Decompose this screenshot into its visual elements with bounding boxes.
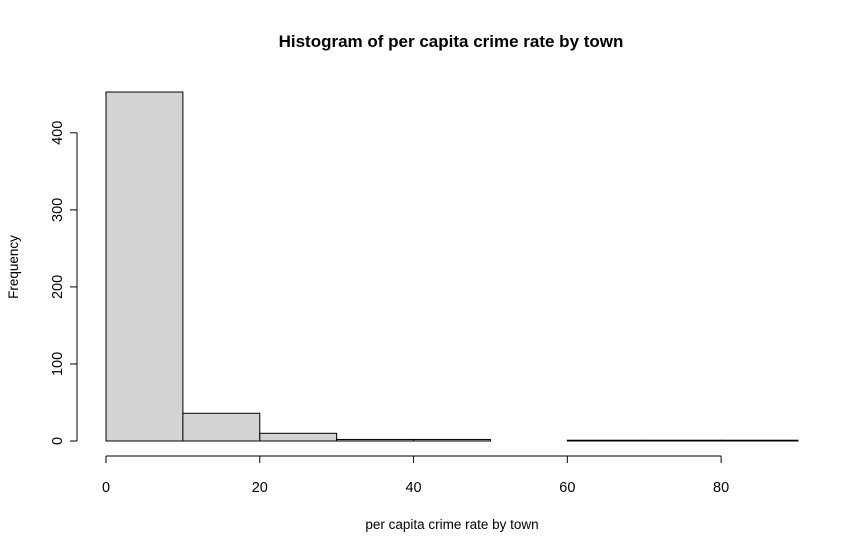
histogram-bar-0-10 xyxy=(105,91,184,442)
histogram-bar-70-80 xyxy=(643,439,722,442)
y-tick-label-200: 200 xyxy=(50,275,66,299)
histogram-bar-40-50 xyxy=(413,438,491,442)
x-tick-label-20: 20 xyxy=(252,480,268,496)
chart-title: Histogram of per capita crime rate by to… xyxy=(279,32,624,51)
y-axis-label: Frequency xyxy=(6,235,21,299)
x-axis-ticks: 0 20 40 60 80 xyxy=(102,456,729,496)
histogram-bar-60-70 xyxy=(566,439,645,442)
bars-group xyxy=(105,91,799,442)
x-tick-label-40: 40 xyxy=(405,480,421,496)
y-tick-label-0: 0 xyxy=(50,437,66,445)
y-tick-label-300: 300 xyxy=(50,198,66,222)
y-tick-label-100: 100 xyxy=(50,352,66,376)
histogram-bar-80-90 xyxy=(720,439,799,442)
x-axis-label: per capita crime rate by town xyxy=(365,517,538,532)
x-tick-label-80: 80 xyxy=(713,480,729,496)
x-tick-label-60: 60 xyxy=(559,480,575,496)
histogram-bar-20-30 xyxy=(259,432,338,442)
x-tick-label-0: 0 xyxy=(102,480,110,496)
histogram-bar-30-40 xyxy=(336,438,415,442)
y-tick-label-400: 400 xyxy=(50,121,66,145)
y-axis-ticks: 0 100 200 300 400 xyxy=(50,121,77,445)
histogram-bar-10-20 xyxy=(182,412,261,442)
